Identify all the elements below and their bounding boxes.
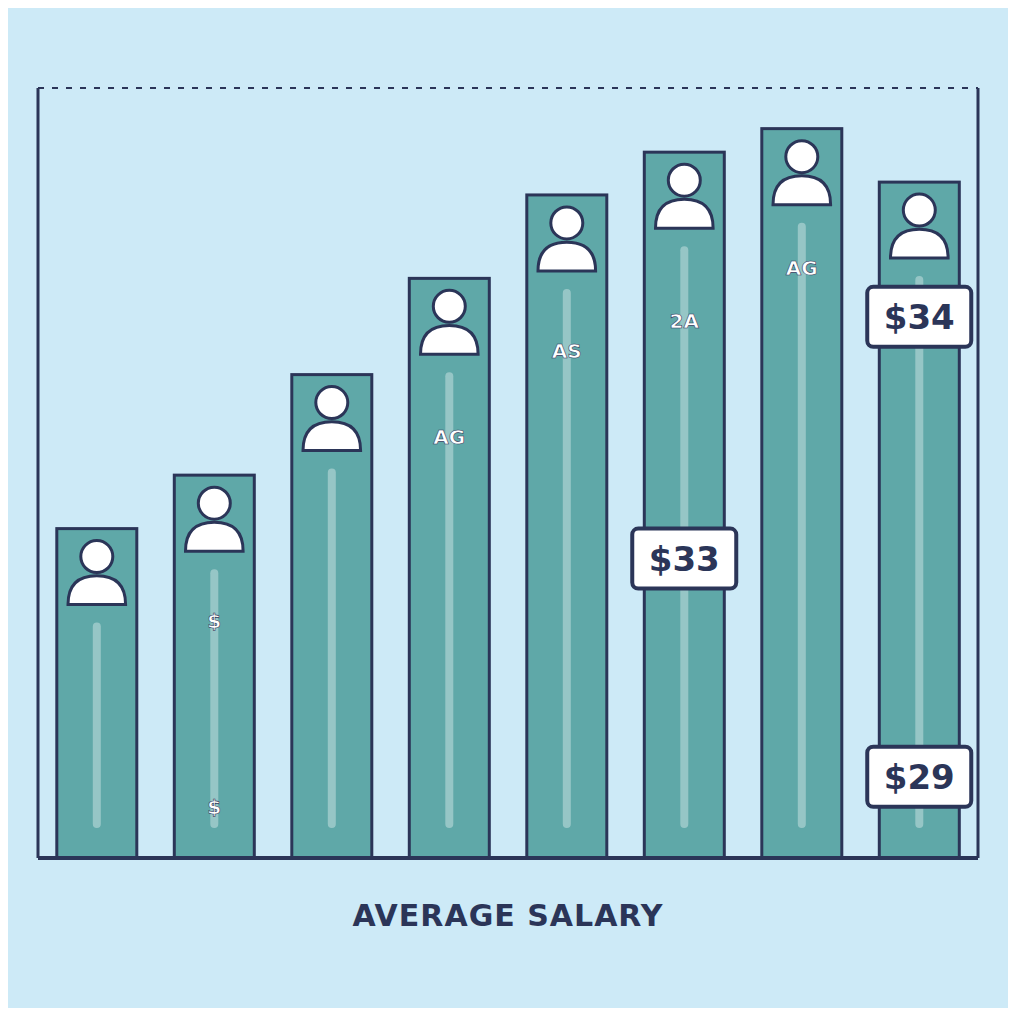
- html-text:AVERAGE SALARY: AVERAGE SALARY: [352, 898, 664, 933]
- svg-text:2A: 2A: [670, 309, 700, 333]
- svg-text:AS: AS: [552, 339, 582, 363]
- svg-text:$29: $29: [884, 757, 955, 797]
- svg-text:$34: $34: [884, 297, 955, 337]
- svg-text:AG: AG: [433, 425, 465, 449]
- svg-text:$: $: [207, 795, 221, 819]
- svg-text:AG: AG: [786, 256, 818, 280]
- svg-text:$: $: [207, 609, 221, 633]
- svg-text:$33: $33: [649, 539, 720, 579]
